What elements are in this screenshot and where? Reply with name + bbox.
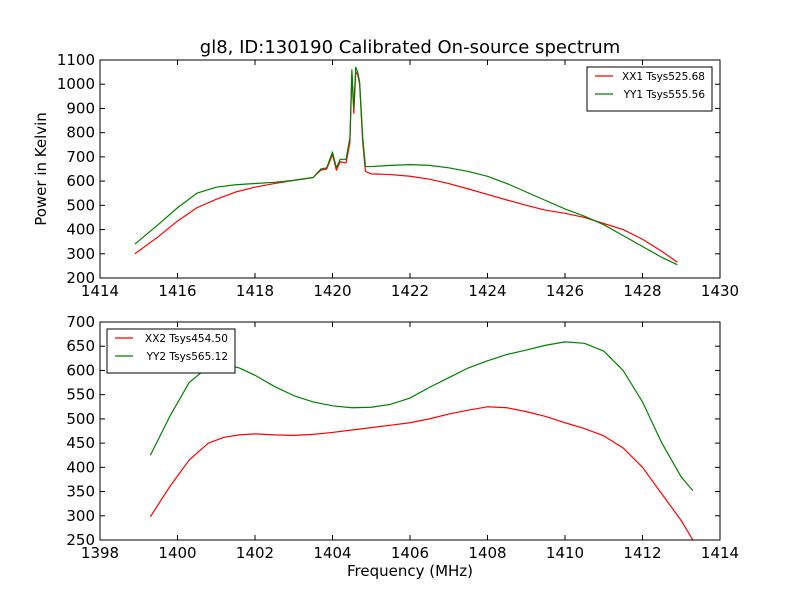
bottom-y-tick-label: 250 — [66, 531, 95, 549]
bottom-x-tick-label: 1412 — [623, 544, 661, 562]
top-y-tick-label: 200 — [66, 269, 95, 287]
bottom-y-tick-label: 400 — [66, 458, 95, 476]
top-spectrum-panel: 1414 1416 1418 1420 1422 1424 1426 1428 1430 200 3… — [32, 51, 739, 300]
bottom-legend-box — [106, 328, 236, 374]
top-legend-label: YY1 Tsys555.56 — [623, 89, 706, 101]
top-y-tick-label: 700 — [66, 148, 95, 166]
top-x-tick-label: 1424 — [468, 282, 506, 300]
top-legend-box — [586, 66, 713, 112]
bottom-legend-label: YY2 Tsys565.12 — [146, 351, 228, 363]
bottom-x-tick-label: 1406 — [391, 544, 429, 562]
bottom-y-tick-label: 650 — [66, 337, 95, 355]
top-x-tick-label: 1422 — [391, 282, 429, 300]
bottom-x-tick-label: 1404 — [313, 544, 351, 562]
bottom-y-tick-label: 300 — [66, 507, 95, 525]
bottom-y-tick-label: 450 — [66, 434, 95, 452]
bottom-y-tick-label: 350 — [66, 483, 95, 501]
bottom-spectrum-panel: 1398 1400 1402 1404 1406 1408 1410 1412 1414 250 3… — [66, 313, 739, 580]
top-x-tick-label: 1428 — [623, 282, 661, 300]
bottom-y-tick-label: 600 — [66, 361, 95, 379]
bottom-series-line-yy2 — [149, 341, 694, 491]
top-x-tick-label: 1414 — [81, 282, 119, 300]
top-x-tick-label: 1426 — [546, 282, 584, 300]
top-y-tick-label: 800 — [66, 124, 95, 142]
top-x-tick-label: 1420 — [313, 282, 351, 300]
top-legend: XX1 Tsys525.68 YY1 Tsys555.56 — [586, 66, 713, 112]
bottom-x-tick-label: 1398 — [81, 544, 119, 562]
top-y-tick-label: 1000 — [57, 75, 95, 93]
bottom-x-tick-label: 1410 — [546, 544, 584, 562]
bottom-x-axis-label: Frequency (MHz) — [347, 562, 473, 580]
bottom-y-tick-label: 500 — [66, 410, 95, 428]
top-x-tick-label: 1418 — [236, 282, 274, 300]
bottom-legend-label: XX2 Tsys454.50 — [145, 333, 228, 345]
top-y-tick-label: 500 — [66, 196, 95, 214]
top-x-tick-label: 1416 — [158, 282, 196, 300]
top-y-tick-label: 400 — [66, 221, 95, 239]
top-y-tick-label: 1100 — [57, 51, 95, 69]
top-y-tick-label: 600 — [66, 172, 95, 190]
bottom-y-tick-label: 700 — [66, 313, 95, 331]
top-y-tick-label: 300 — [66, 245, 95, 263]
bottom-legend: XX2 Tsys454.50 YY2 Tsys565.12 — [106, 328, 236, 374]
bottom-series-line-xx2 — [149, 406, 694, 540]
chart-title: gl8, ID:130190 Calibrated On-source spec… — [200, 37, 620, 58]
bottom-x-tick-label: 1414 — [701, 544, 739, 562]
bottom-y-tick-label: 550 — [66, 386, 95, 404]
top-x-tick-label: 1430 — [701, 282, 739, 300]
top-y-tick-label: 900 — [66, 99, 95, 117]
top-series-line-yy1 — [134, 66, 678, 266]
bottom-x-tick-label: 1402 — [236, 544, 274, 562]
top-legend-label: XX1 Tsys525.68 — [622, 71, 705, 83]
top-y-axis-label: Power in Kelvin — [32, 112, 50, 226]
bottom-x-tick-label: 1400 — [158, 544, 196, 562]
bottom-x-tick-label: 1408 — [468, 544, 506, 562]
